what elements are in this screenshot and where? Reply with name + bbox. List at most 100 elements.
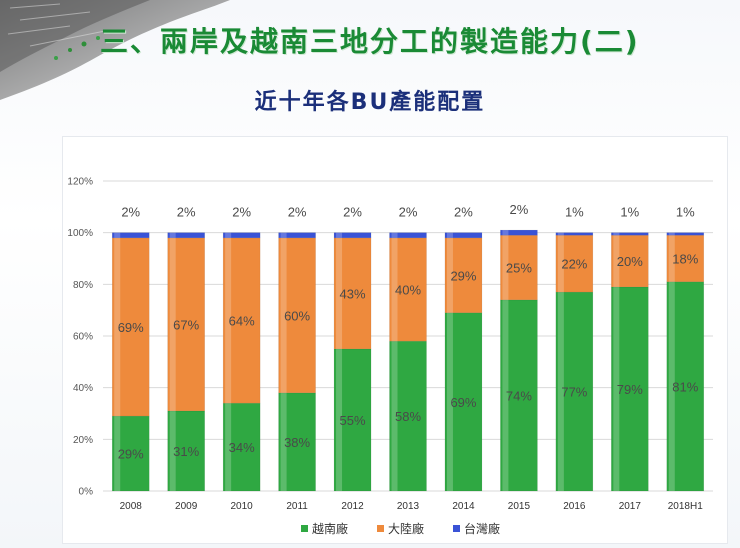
- bar-大陸廠: [389, 237, 427, 342]
- x-tick-label: 2016: [563, 501, 586, 512]
- bar-台灣廠: [666, 232, 705, 236]
- bar-大陸廠: [611, 234, 649, 288]
- bar-highlight: [391, 341, 398, 491]
- legend-label: 台灣廠: [464, 521, 500, 536]
- data-label: 67%: [173, 317, 199, 332]
- data-label: 1%: [620, 205, 639, 220]
- bar-越南廠: [167, 410, 205, 492]
- data-label: 2%: [454, 205, 473, 220]
- x-tick-label: 2014: [452, 501, 475, 512]
- bar-highlight: [446, 232, 453, 238]
- bar-highlight: [557, 232, 564, 236]
- bar-highlight: [336, 348, 343, 491]
- bar-大陸廠: [666, 234, 705, 283]
- bar-highlight: [668, 281, 675, 491]
- data-label: 81%: [672, 379, 698, 394]
- bar-highlight: [336, 232, 343, 238]
- bar-highlight: [557, 292, 564, 491]
- bar-highlight: [169, 237, 176, 411]
- bar-大陸廠: [555, 234, 594, 293]
- x-tick-label: 2010: [231, 501, 254, 512]
- data-label: 2%: [288, 205, 307, 220]
- bar-highlight: [502, 230, 509, 236]
- data-label: 1%: [676, 205, 695, 220]
- x-tick-label: 2018H1: [668, 501, 703, 512]
- bar-大陸廠: [111, 237, 150, 417]
- bar-highlight: [225, 237, 232, 404]
- legend-swatch-大陸廠: [377, 525, 384, 532]
- landscape-illustration: [0, 0, 230, 100]
- data-label: 69%: [450, 395, 476, 410]
- data-label: 60%: [284, 308, 310, 323]
- bar-台灣廠: [111, 232, 150, 239]
- bar-highlight: [280, 392, 287, 491]
- data-label: 29%: [118, 447, 144, 462]
- bar-highlight: [391, 237, 398, 342]
- data-label: 31%: [173, 444, 199, 459]
- data-label: 2%: [343, 205, 362, 220]
- data-label: 64%: [229, 314, 255, 329]
- bar-台灣廠: [611, 232, 649, 236]
- bar-大陸廠: [444, 237, 483, 314]
- y-tick-label: 100%: [67, 228, 93, 239]
- bar-highlight: [280, 237, 287, 393]
- bar-highlight: [280, 232, 287, 238]
- bar-highlight: [613, 235, 620, 287]
- data-label: 29%: [450, 268, 476, 283]
- bar-highlight: [502, 299, 509, 491]
- data-label: 38%: [284, 435, 310, 450]
- bar-大陸廠: [278, 237, 316, 394]
- x-tick-label: 2008: [120, 501, 143, 512]
- bar-highlight: [114, 237, 121, 417]
- legend-label: 越南廠: [312, 521, 348, 536]
- bar-highlight: [114, 232, 121, 238]
- bar-highlight: [225, 403, 232, 491]
- x-tick-label: 2011: [286, 501, 308, 512]
- bar-highlight: [169, 232, 176, 238]
- data-label: 1%: [565, 205, 584, 220]
- y-tick-label: 120%: [67, 177, 93, 188]
- legend-label: 大陸廠: [388, 521, 424, 536]
- bar-highlight: [613, 286, 620, 491]
- bar-highlight: [391, 232, 398, 238]
- bar-台灣廠: [278, 232, 316, 239]
- bar-台灣廠: [444, 232, 483, 239]
- data-label: 77%: [561, 385, 587, 400]
- stacked-bar-chart: 0% 20% 40% 60% 80% 100% 120% 29% 69% 2% 2008 31% 67%…: [67, 177, 713, 536]
- x-tick-label: 2013: [397, 501, 420, 512]
- chart-title: 近十年各BU產能配置: [254, 90, 486, 115]
- bar-越南廠: [611, 286, 649, 492]
- bar-highlight: [613, 232, 620, 236]
- data-label: 2%: [121, 205, 140, 220]
- bar-台灣廠: [500, 229, 538, 236]
- bar-台灣廠: [167, 232, 205, 239]
- y-tick-label: 40%: [73, 383, 93, 394]
- data-label: 79%: [617, 382, 643, 397]
- x-tick-label: 2017: [619, 501, 642, 512]
- bar-highlight: [225, 232, 232, 238]
- bar-highlight: [446, 237, 453, 313]
- bar-highlight: [668, 235, 675, 282]
- bar-highlight: [169, 410, 176, 491]
- y-tick-label: 80%: [73, 280, 93, 291]
- bar-大陸廠: [167, 237, 205, 412]
- data-label: 58%: [395, 409, 421, 424]
- data-label: 40%: [395, 283, 421, 298]
- legend-swatch-越南廠: [301, 525, 308, 532]
- bar-越南廠: [389, 340, 427, 492]
- bar-highlight: [114, 416, 121, 491]
- slide-title: 三、兩岸及越南三地分工的製造能力(二): [100, 25, 640, 58]
- bar-highlight: [336, 237, 343, 349]
- bar-highlight: [446, 312, 453, 491]
- bar-越南廠: [278, 392, 316, 492]
- data-label: 2%: [177, 205, 196, 220]
- data-label: 2%: [399, 205, 418, 220]
- bar-大陸廠: [222, 237, 261, 404]
- data-label: 18%: [672, 252, 698, 267]
- data-label: 2%: [510, 202, 529, 217]
- bar-越南廠: [500, 299, 538, 492]
- bar-台灣廠: [333, 232, 372, 239]
- data-label: 43%: [340, 286, 366, 301]
- bar-highlight: [557, 235, 564, 293]
- bar-台灣廠: [389, 232, 427, 239]
